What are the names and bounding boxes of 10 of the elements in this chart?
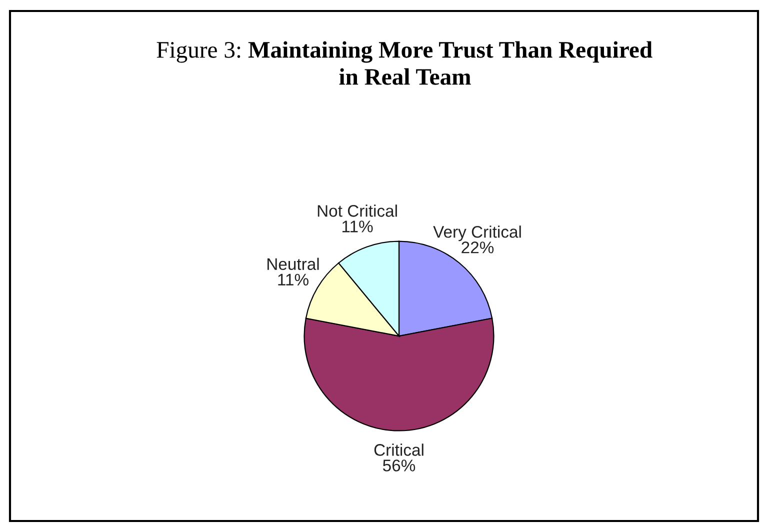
slice-label: Neutral bbox=[268, 258, 319, 270]
slice-label: Very Critical bbox=[433, 226, 521, 242]
slice-label: Not Critical bbox=[318, 204, 397, 217]
data-label: 11% bbox=[278, 274, 308, 286]
data-label: 56% bbox=[382, 460, 416, 472]
chart-title: Maintaining More Trust Than Required in Real Team bbox=[248, 41, 652, 85]
data-label: 11% bbox=[342, 220, 373, 232]
slice-label: Critical bbox=[374, 444, 424, 456]
data-label: 22% bbox=[462, 242, 494, 254]
caption: Figure 3: bbox=[156, 42, 240, 63]
